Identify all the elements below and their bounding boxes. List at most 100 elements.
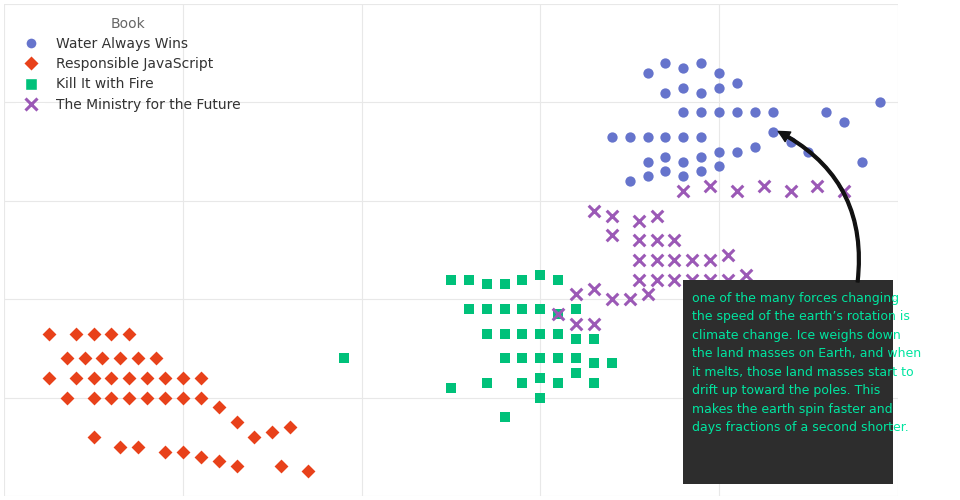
Point xyxy=(112,354,128,362)
Point xyxy=(533,374,548,382)
Point xyxy=(122,374,137,382)
Point xyxy=(720,276,735,283)
Text: one of the many forces changing
the speed of the earth’s rotation is
climate cha: one of the many forces changing the spee… xyxy=(692,292,922,434)
Point xyxy=(131,354,146,362)
Point xyxy=(783,187,799,195)
Point xyxy=(41,374,57,382)
Point xyxy=(747,108,762,116)
Point xyxy=(461,276,476,283)
Point xyxy=(85,433,101,441)
Point xyxy=(139,394,155,402)
Point xyxy=(157,394,173,402)
Point xyxy=(703,256,718,264)
Point xyxy=(60,354,75,362)
Point xyxy=(720,251,735,259)
Point xyxy=(631,276,646,283)
Point xyxy=(649,276,664,283)
Point xyxy=(604,295,619,303)
Point xyxy=(658,152,673,160)
Point xyxy=(730,79,745,87)
Point xyxy=(676,133,691,141)
Point xyxy=(667,276,683,283)
Point xyxy=(104,374,119,382)
Point xyxy=(747,143,762,151)
Point xyxy=(836,187,852,195)
Point xyxy=(587,206,602,214)
Point xyxy=(649,212,664,220)
Point xyxy=(68,330,84,338)
Point xyxy=(265,428,280,436)
Point xyxy=(193,394,208,402)
Point xyxy=(515,354,530,362)
Point xyxy=(568,354,584,362)
Point xyxy=(640,69,656,77)
Point xyxy=(676,187,691,195)
Point xyxy=(533,354,548,362)
Point xyxy=(515,276,530,283)
Point xyxy=(104,394,119,402)
Point xyxy=(104,330,119,338)
Point xyxy=(85,374,101,382)
Point xyxy=(711,69,727,77)
Point xyxy=(41,330,57,338)
Point xyxy=(801,148,816,156)
Point xyxy=(533,270,548,278)
Point xyxy=(176,448,191,456)
Point xyxy=(550,276,565,283)
Point xyxy=(711,148,727,156)
Point xyxy=(649,256,664,264)
Point xyxy=(68,374,84,382)
Point xyxy=(783,138,799,146)
Point xyxy=(550,379,565,387)
Point xyxy=(515,305,530,313)
Point xyxy=(622,295,637,303)
Point xyxy=(515,379,530,387)
Point xyxy=(649,236,664,244)
Point xyxy=(631,236,646,244)
Point xyxy=(497,305,513,313)
Point xyxy=(631,256,646,264)
Point xyxy=(139,374,155,382)
Point xyxy=(157,448,173,456)
Point xyxy=(622,133,637,141)
Point xyxy=(693,108,708,116)
Point xyxy=(684,256,700,264)
Point xyxy=(533,305,548,313)
Point xyxy=(149,354,164,362)
Point xyxy=(587,320,602,328)
Point xyxy=(693,168,708,175)
Point xyxy=(765,108,780,116)
Point xyxy=(157,374,173,382)
Point xyxy=(479,305,494,313)
Point xyxy=(568,305,584,313)
Point xyxy=(77,354,92,362)
Point xyxy=(60,394,75,402)
Point xyxy=(854,158,870,166)
Point xyxy=(568,369,584,377)
Point xyxy=(247,433,262,441)
Point xyxy=(587,379,602,387)
Point xyxy=(676,64,691,72)
Point xyxy=(515,330,530,338)
Point xyxy=(693,133,708,141)
Point xyxy=(711,108,727,116)
Legend: Water Always Wins, Responsible JavaScript, Kill It with Fire, The Ministry for t: Water Always Wins, Responsible JavaScrip… xyxy=(12,11,246,117)
Point xyxy=(122,330,137,338)
Point xyxy=(676,158,691,166)
Point xyxy=(550,310,565,318)
Point xyxy=(819,108,834,116)
Point xyxy=(684,276,700,283)
Point xyxy=(112,442,128,450)
Point xyxy=(85,330,101,338)
Point xyxy=(550,330,565,338)
Point xyxy=(479,280,494,288)
Point xyxy=(497,280,513,288)
FancyBboxPatch shape xyxy=(684,280,894,484)
Point xyxy=(631,216,646,224)
Point xyxy=(300,467,316,475)
Point xyxy=(809,182,825,190)
Point xyxy=(497,413,513,421)
Point xyxy=(730,187,745,195)
Point xyxy=(604,231,619,239)
Point xyxy=(703,182,718,190)
